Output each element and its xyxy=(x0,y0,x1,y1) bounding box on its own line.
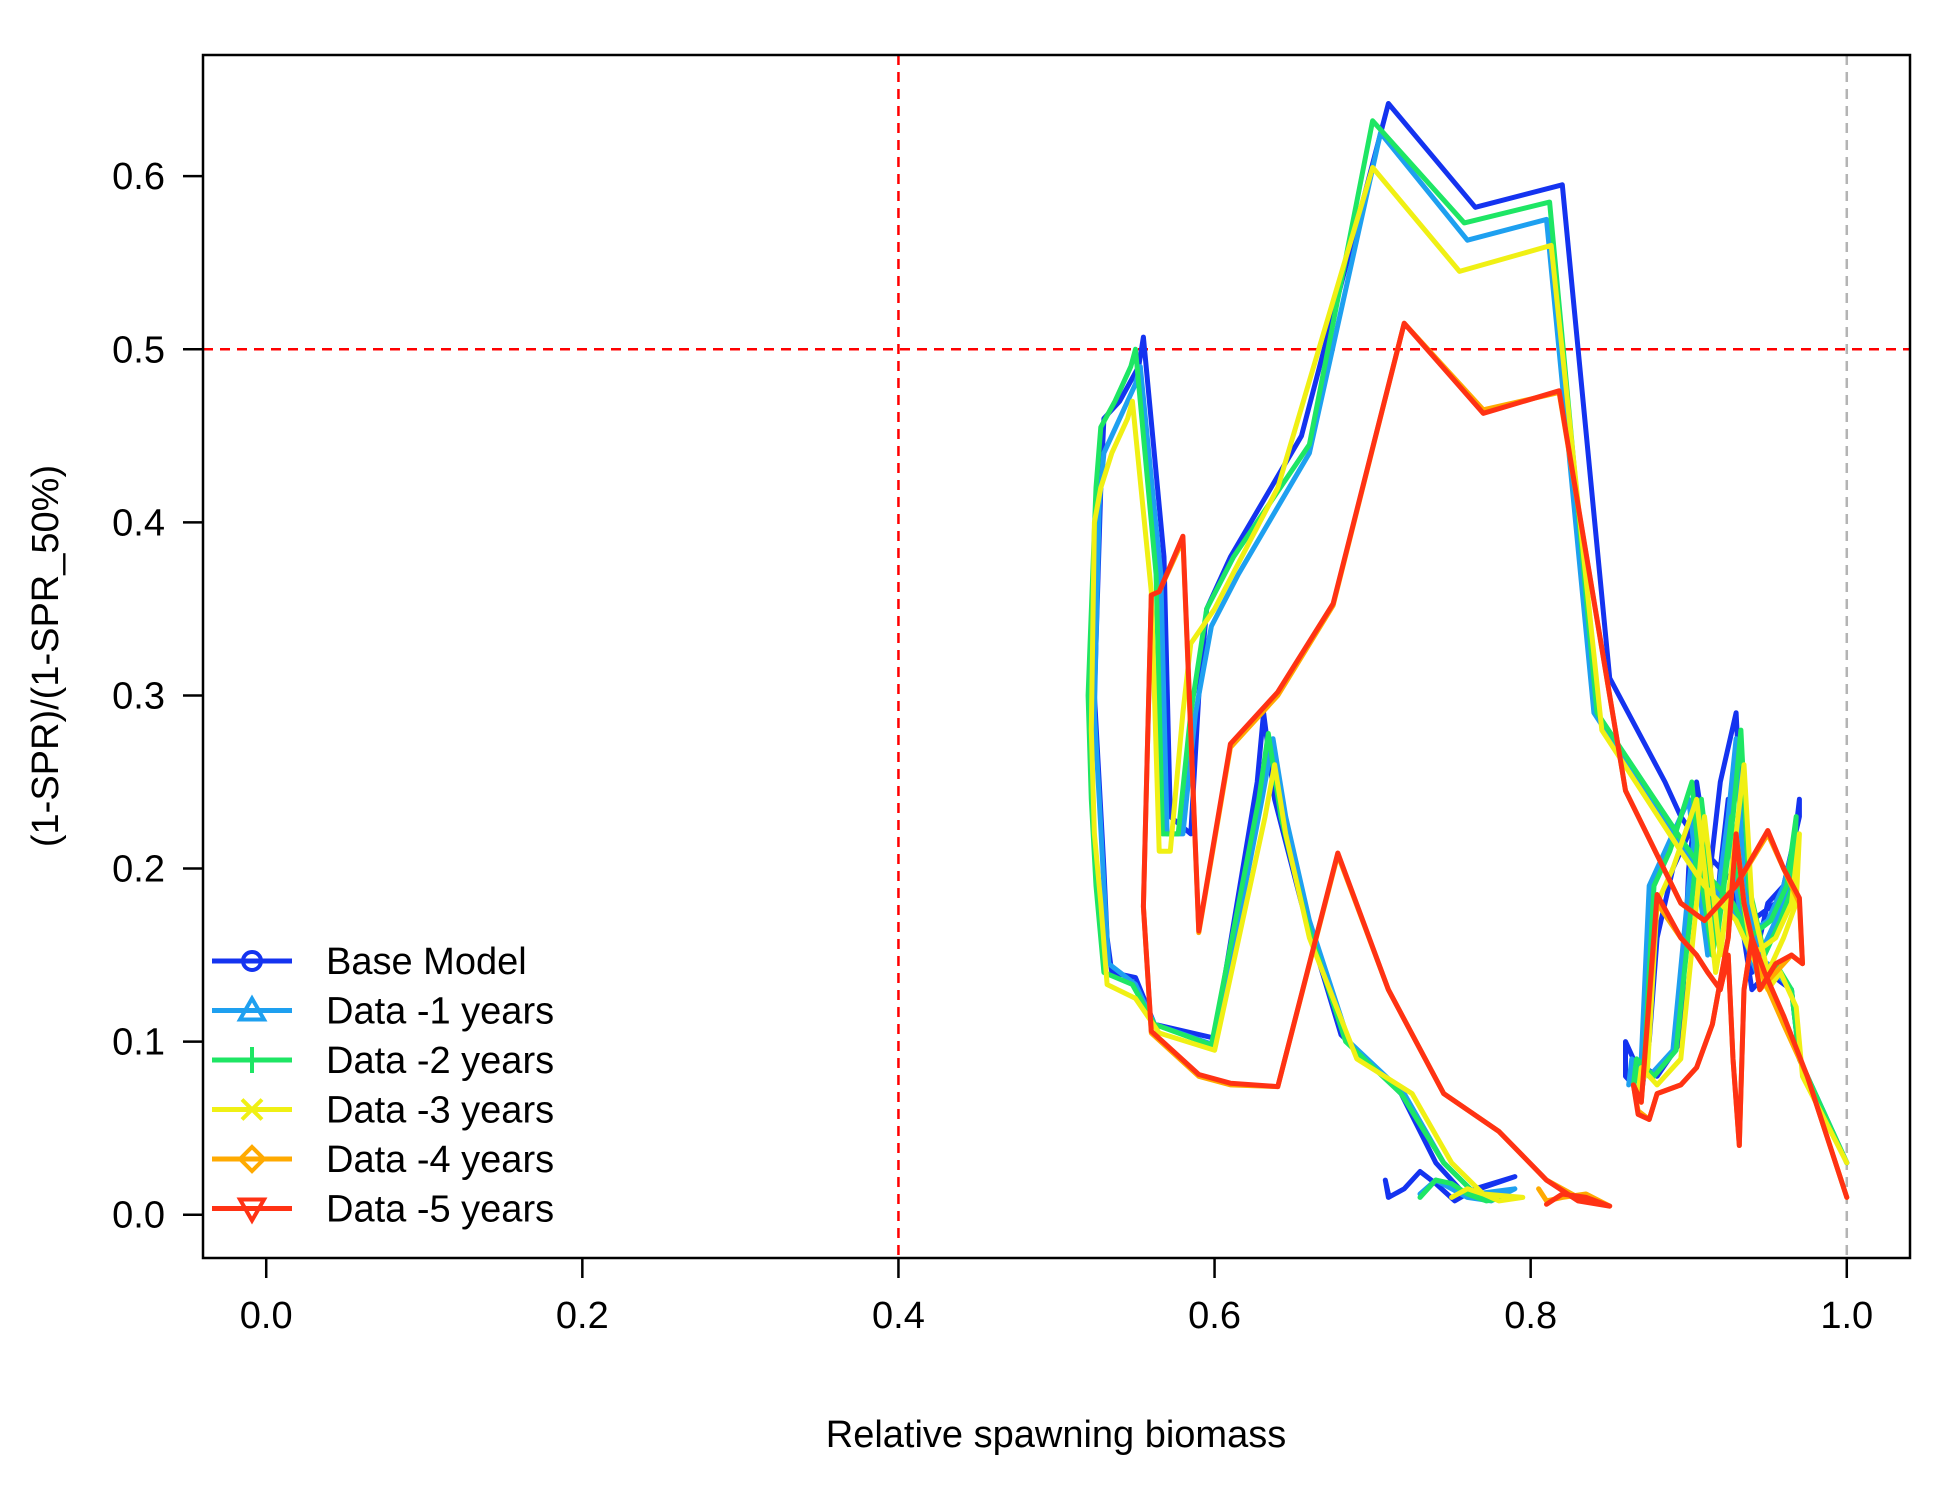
x-axis-title: Relative spawning biomass xyxy=(826,1414,1286,1456)
legend-label: Data -5 years xyxy=(326,1189,554,1231)
reference-lines xyxy=(203,55,1910,1258)
y-tick-label: 0.1 xyxy=(112,1022,165,1064)
legend-marker-cross-icon xyxy=(240,1098,264,1121)
x-tick-label: 0.6 xyxy=(1188,1295,1241,1337)
y-axis: 0.0 0.1 0.2 0.3 0.4 0.5 0.6 xyxy=(112,156,203,1237)
legend-item: Data -3 years xyxy=(212,1090,554,1132)
legend-marker-diamond-icon xyxy=(237,1144,267,1174)
series-line-5 xyxy=(1140,320,1850,1209)
x-tick-label: 1.0 xyxy=(1820,1295,1873,1337)
y-tick-label: 0.3 xyxy=(112,675,165,717)
x-tick-label: 0.0 xyxy=(240,1295,293,1337)
x-tick-label: 0.2 xyxy=(556,1295,609,1337)
x-tick-label: 0.8 xyxy=(1504,1295,1557,1337)
series-line-3 xyxy=(1088,165,1850,1204)
legend-label: Base Model xyxy=(326,941,527,983)
y-tick-label: 0.0 xyxy=(112,1195,165,1237)
legend-marker-circle-icon xyxy=(241,950,263,972)
legend-marker-plus-icon xyxy=(239,1047,265,1073)
legend-label: Data -4 years xyxy=(326,1139,554,1181)
plot-frame xyxy=(201,53,1912,1260)
legend-label: Data -1 years xyxy=(326,991,554,1033)
series-layer xyxy=(1085,101,1850,1209)
legend-marker-triangle-down-icon xyxy=(236,1197,268,1225)
legend-item: Data -5 years xyxy=(212,1189,554,1231)
legend-label: Data -3 years xyxy=(326,1090,554,1132)
y-axis-title: (1-SPR)/(1-SPR_50%) xyxy=(25,465,67,847)
y-tick-label: 0.6 xyxy=(112,156,165,198)
legend-item: Data -4 years xyxy=(212,1139,554,1181)
legend-label: Data -2 years xyxy=(326,1040,554,1082)
legend-item: Base Model xyxy=(212,941,527,983)
y-tick-label: 0.5 xyxy=(112,329,165,371)
x-axis: 0.0 0.2 0.4 0.6 0.8 1.0 xyxy=(240,1258,1873,1337)
legend-item: Data -1 years xyxy=(212,991,554,1033)
y-tick-label: 0.2 xyxy=(112,849,165,891)
legend: Base Model Data -1 years Data -2 years Data… xyxy=(212,941,554,1231)
legend-marker-triangle-icon xyxy=(236,994,268,1022)
legend-item: Data -2 years xyxy=(212,1040,554,1082)
y-tick-label: 0.4 xyxy=(112,502,165,544)
x-tick-label: 0.4 xyxy=(872,1295,925,1337)
